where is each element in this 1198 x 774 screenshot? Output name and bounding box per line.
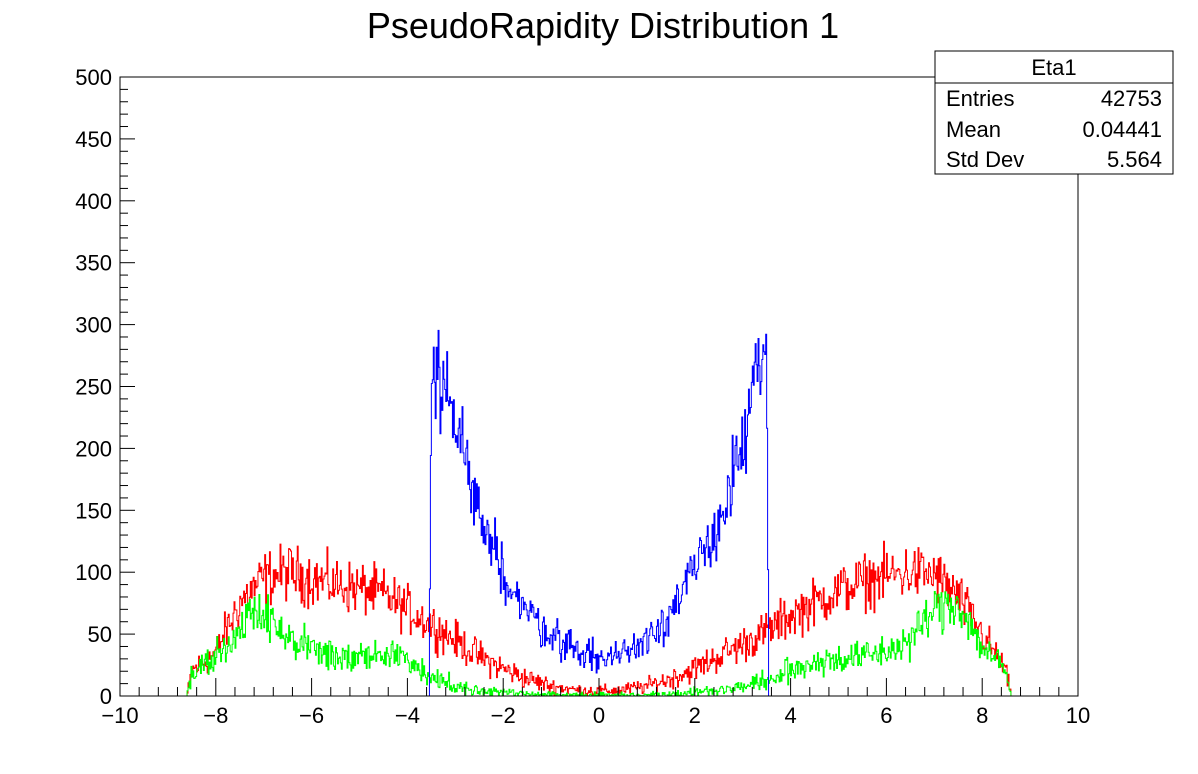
stats-stddev-value: 5.564 bbox=[1107, 147, 1162, 172]
x-tick-label: −6 bbox=[299, 703, 324, 728]
y-tick-label: 150 bbox=[75, 498, 112, 523]
x-tick-label: 6 bbox=[880, 703, 892, 728]
y-tick-label: 400 bbox=[75, 189, 112, 214]
x-tick-label: −2 bbox=[491, 703, 516, 728]
x-tick-label: 4 bbox=[784, 703, 796, 728]
x-tick-label: 10 bbox=[1066, 703, 1090, 728]
x-tick-label: −10 bbox=[101, 703, 138, 728]
y-tick-label: 350 bbox=[75, 251, 112, 276]
y-tick-label: 100 bbox=[75, 560, 112, 585]
y-tick-label: 500 bbox=[75, 65, 112, 90]
stats-mean-value: 0.04441 bbox=[1082, 117, 1162, 142]
axis-layer: −10 −8 −6 −4 −2 0 2 4 6 8 100501001502002503003504… bbox=[75, 65, 1090, 728]
x-tick-label: −4 bbox=[395, 703, 420, 728]
y-tick-label: 450 bbox=[75, 127, 112, 152]
stats-box: Eta1 Entries 42753 Mean 0.04441 Std Dev … bbox=[934, 50, 1174, 175]
chart-title: PseudoRapidity Distribution 1 bbox=[367, 5, 839, 46]
x-tick-label: 2 bbox=[689, 703, 701, 728]
x-tick-label: 8 bbox=[976, 703, 988, 728]
y-tick-label: 50 bbox=[88, 622, 112, 647]
stats-box-title: Eta1 bbox=[1031, 55, 1076, 80]
stats-entries-label: Entries bbox=[946, 86, 1014, 111]
y-tick-label: 200 bbox=[75, 436, 112, 461]
y-tick-label: 300 bbox=[75, 313, 112, 338]
y-tick-label: 250 bbox=[75, 375, 112, 400]
stats-box-frame bbox=[934, 50, 1174, 175]
x-tick-label: 0 bbox=[593, 703, 605, 728]
y-tick-label: 0 bbox=[100, 684, 112, 709]
stats-entries-value: 42753 bbox=[1101, 86, 1162, 111]
x-tick-label: −8 bbox=[203, 703, 228, 728]
stats-stddev-label: Std Dev bbox=[946, 147, 1024, 172]
stats-mean-label: Mean bbox=[946, 117, 1001, 142]
